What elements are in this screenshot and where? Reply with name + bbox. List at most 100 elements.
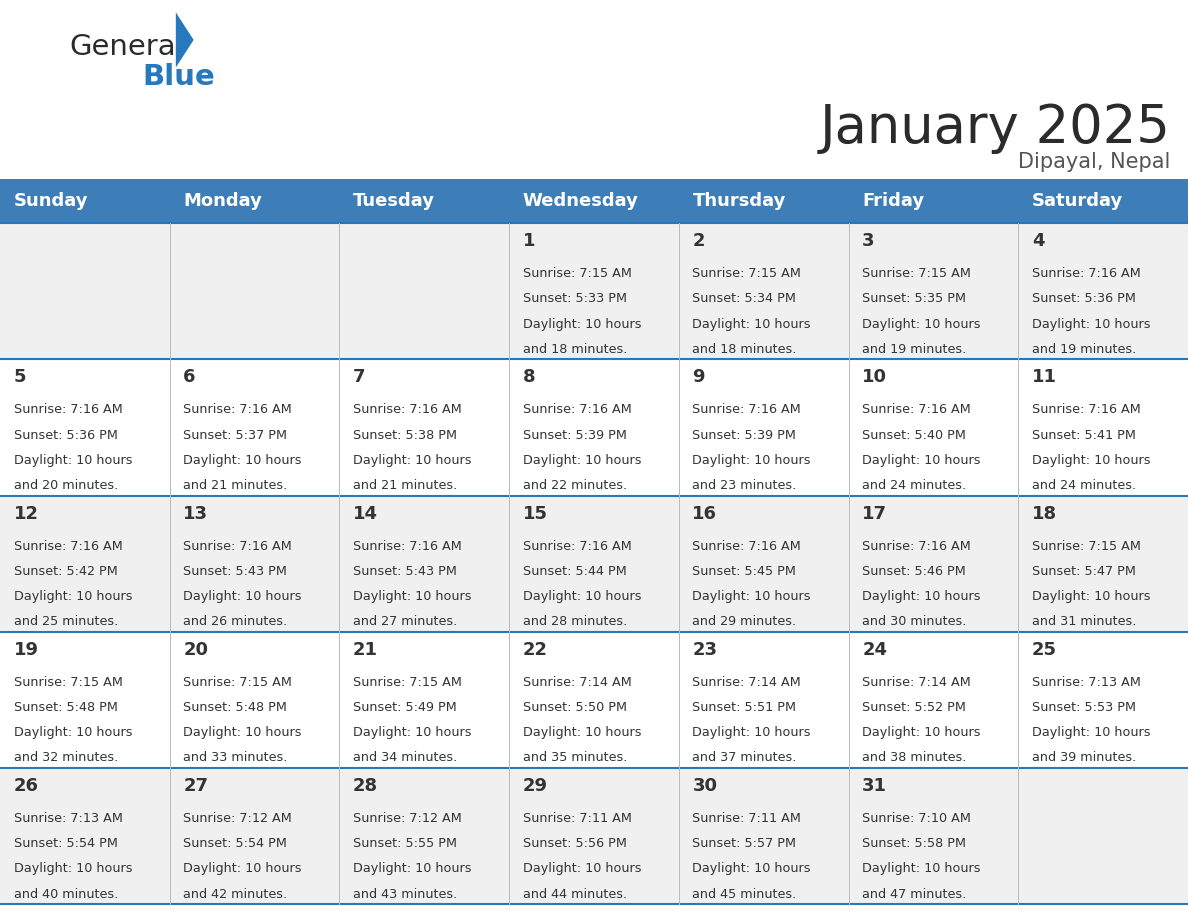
Text: 26: 26	[13, 778, 38, 795]
Text: Sunset: 5:37 PM: Sunset: 5:37 PM	[183, 429, 287, 442]
Text: Sunrise: 7:14 AM: Sunrise: 7:14 AM	[693, 676, 801, 688]
Text: Daylight: 10 hours: Daylight: 10 hours	[353, 453, 472, 466]
Text: Daylight: 10 hours: Daylight: 10 hours	[353, 863, 472, 876]
Text: Sunset: 5:57 PM: Sunset: 5:57 PM	[693, 837, 796, 850]
Text: Sunrise: 7:13 AM: Sunrise: 7:13 AM	[1032, 676, 1140, 688]
Text: Sunset: 5:44 PM: Sunset: 5:44 PM	[523, 565, 626, 577]
Text: Sunrise: 7:15 AM: Sunrise: 7:15 AM	[693, 267, 802, 280]
Text: and 20 minutes.: and 20 minutes.	[13, 479, 118, 492]
Text: 15: 15	[523, 505, 548, 522]
Text: 1: 1	[523, 232, 536, 251]
Text: and 47 minutes.: and 47 minutes.	[862, 888, 966, 901]
Text: Dipayal, Nepal: Dipayal, Nepal	[1018, 151, 1170, 172]
Text: and 24 minutes.: and 24 minutes.	[862, 479, 966, 492]
Text: Daylight: 10 hours: Daylight: 10 hours	[523, 318, 642, 330]
Text: Daylight: 10 hours: Daylight: 10 hours	[862, 726, 980, 739]
Text: Daylight: 10 hours: Daylight: 10 hours	[862, 318, 980, 330]
Text: and 21 minutes.: and 21 minutes.	[183, 479, 287, 492]
Text: Daylight: 10 hours: Daylight: 10 hours	[353, 590, 472, 603]
Text: and 18 minutes.: and 18 minutes.	[693, 342, 797, 356]
Text: Sunday: Sunday	[13, 192, 88, 210]
Text: and 32 minutes.: and 32 minutes.	[13, 752, 118, 765]
Text: 13: 13	[183, 505, 208, 522]
Text: and 30 minutes.: and 30 minutes.	[862, 615, 967, 628]
Text: 3: 3	[862, 232, 874, 251]
Text: Sunrise: 7:16 AM: Sunrise: 7:16 AM	[693, 403, 801, 417]
Text: Daylight: 10 hours: Daylight: 10 hours	[353, 726, 472, 739]
Text: Sunset: 5:47 PM: Sunset: 5:47 PM	[1032, 565, 1136, 577]
Text: Daylight: 10 hours: Daylight: 10 hours	[693, 863, 811, 876]
Text: Daylight: 10 hours: Daylight: 10 hours	[523, 863, 642, 876]
Text: Sunset: 5:46 PM: Sunset: 5:46 PM	[862, 565, 966, 577]
Text: 21: 21	[353, 641, 378, 659]
Text: Sunset: 5:43 PM: Sunset: 5:43 PM	[353, 565, 457, 577]
Text: and 23 minutes.: and 23 minutes.	[693, 479, 797, 492]
Text: Daylight: 10 hours: Daylight: 10 hours	[13, 453, 132, 466]
Text: Daylight: 10 hours: Daylight: 10 hours	[693, 726, 811, 739]
Text: Sunset: 5:43 PM: Sunset: 5:43 PM	[183, 565, 287, 577]
Text: 16: 16	[693, 505, 718, 522]
Text: 20: 20	[183, 641, 208, 659]
Text: and 31 minutes.: and 31 minutes.	[1032, 615, 1136, 628]
Text: 23: 23	[693, 641, 718, 659]
Text: 7: 7	[353, 368, 366, 386]
Text: 5: 5	[13, 368, 26, 386]
Text: and 34 minutes.: and 34 minutes.	[353, 752, 457, 765]
Text: Sunset: 5:36 PM: Sunset: 5:36 PM	[1032, 292, 1136, 306]
Text: Sunset: 5:45 PM: Sunset: 5:45 PM	[693, 565, 796, 577]
Bar	[0, 768, 1188, 904]
Text: Wednesday: Wednesday	[523, 192, 639, 210]
Text: Sunrise: 7:16 AM: Sunrise: 7:16 AM	[1032, 267, 1140, 280]
Text: Daylight: 10 hours: Daylight: 10 hours	[693, 453, 811, 466]
Text: Sunrise: 7:14 AM: Sunrise: 7:14 AM	[523, 676, 632, 688]
Text: and 25 minutes.: and 25 minutes.	[13, 615, 118, 628]
Bar	[0, 179, 1188, 223]
Text: Daylight: 10 hours: Daylight: 10 hours	[13, 863, 132, 876]
Text: Sunset: 5:39 PM: Sunset: 5:39 PM	[523, 429, 626, 442]
Bar	[0, 223, 1188, 359]
Text: 19: 19	[13, 641, 38, 659]
Text: 29: 29	[523, 778, 548, 795]
Text: Sunrise: 7:16 AM: Sunrise: 7:16 AM	[693, 540, 801, 553]
Text: Daylight: 10 hours: Daylight: 10 hours	[862, 453, 980, 466]
Text: Sunset: 5:50 PM: Sunset: 5:50 PM	[523, 701, 627, 714]
Text: and 38 minutes.: and 38 minutes.	[862, 752, 967, 765]
Text: Sunset: 5:38 PM: Sunset: 5:38 PM	[353, 429, 457, 442]
Text: and 33 minutes.: and 33 minutes.	[183, 752, 287, 765]
Text: 18: 18	[1032, 505, 1057, 522]
Text: 24: 24	[862, 641, 887, 659]
Text: Sunset: 5:56 PM: Sunset: 5:56 PM	[523, 837, 626, 850]
Text: and 24 minutes.: and 24 minutes.	[1032, 479, 1136, 492]
Text: 2: 2	[693, 232, 704, 251]
Text: and 44 minutes.: and 44 minutes.	[523, 888, 627, 901]
Text: Thursday: Thursday	[693, 192, 785, 210]
Text: 22: 22	[523, 641, 548, 659]
Text: Sunrise: 7:16 AM: Sunrise: 7:16 AM	[13, 540, 122, 553]
Text: Sunrise: 7:15 AM: Sunrise: 7:15 AM	[1032, 540, 1140, 553]
Text: and 37 minutes.: and 37 minutes.	[693, 752, 797, 765]
Text: Sunset: 5:51 PM: Sunset: 5:51 PM	[693, 701, 796, 714]
Text: Sunset: 5:55 PM: Sunset: 5:55 PM	[353, 837, 457, 850]
Text: Sunset: 5:52 PM: Sunset: 5:52 PM	[862, 701, 966, 714]
Text: Sunrise: 7:10 AM: Sunrise: 7:10 AM	[862, 812, 971, 825]
Text: Sunset: 5:48 PM: Sunset: 5:48 PM	[13, 701, 118, 714]
Text: 14: 14	[353, 505, 378, 522]
Text: Daylight: 10 hours: Daylight: 10 hours	[183, 590, 302, 603]
Text: and 22 minutes.: and 22 minutes.	[523, 479, 627, 492]
Text: 4: 4	[1032, 232, 1044, 251]
Text: Sunrise: 7:12 AM: Sunrise: 7:12 AM	[353, 812, 462, 825]
Text: Sunset: 5:53 PM: Sunset: 5:53 PM	[1032, 701, 1136, 714]
Text: Sunrise: 7:13 AM: Sunrise: 7:13 AM	[13, 812, 122, 825]
Text: General: General	[69, 33, 184, 61]
Text: Daylight: 10 hours: Daylight: 10 hours	[523, 590, 642, 603]
Text: Sunset: 5:54 PM: Sunset: 5:54 PM	[183, 837, 287, 850]
Text: Tuesday: Tuesday	[353, 192, 435, 210]
Text: Daylight: 10 hours: Daylight: 10 hours	[523, 453, 642, 466]
Text: Sunrise: 7:16 AM: Sunrise: 7:16 AM	[862, 540, 971, 553]
Bar	[0, 359, 1188, 496]
Text: Daylight: 10 hours: Daylight: 10 hours	[13, 726, 132, 739]
Text: Daylight: 10 hours: Daylight: 10 hours	[183, 453, 302, 466]
Text: Sunrise: 7:16 AM: Sunrise: 7:16 AM	[183, 403, 292, 417]
Text: 17: 17	[862, 505, 887, 522]
Text: Blue: Blue	[143, 62, 215, 91]
